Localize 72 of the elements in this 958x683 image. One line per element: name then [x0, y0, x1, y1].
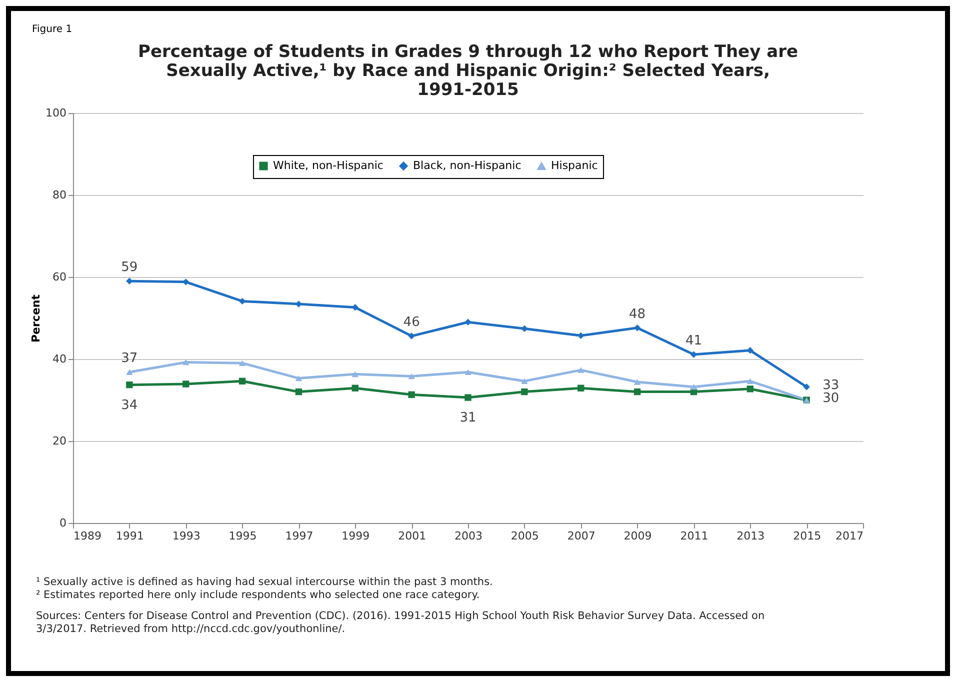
caption: Figure 1: [32, 24, 72, 35]
y-tick-label: 60: [52, 270, 66, 284]
point: [746, 386, 754, 392]
y-tick-label: 100: [46, 106, 66, 120]
data-label: 59: [121, 260, 138, 276]
data-label: 34: [121, 398, 138, 413]
y-axis-title: Percent: [30, 294, 43, 343]
x-tick-label: 2009: [624, 530, 652, 542]
point: [634, 379, 641, 385]
x-tick-label: 1991: [116, 530, 144, 542]
point: [634, 324, 641, 332]
data-label: 48: [629, 306, 646, 322]
x-tick-label: 2003: [454, 530, 482, 542]
x-tick-label: 1993: [172, 530, 200, 542]
point: [690, 384, 698, 390]
x-tick-label: 1999: [342, 530, 370, 542]
point: [126, 369, 133, 376]
x-tick-label: 2015: [793, 530, 822, 542]
point: [521, 325, 528, 332]
point: [521, 378, 528, 384]
x-tick-label: 1989: [74, 530, 102, 542]
point: [126, 381, 133, 388]
source-note: Sources: Centers for Disease Control and Prevention (CDC). (2016). 1991-2015 High School Youth Risk Behavior Survey Data. Accessed on 3/3/2017. Retrieved from http://nccd.cdc.gov/youthonline/.: [36, 610, 766, 636]
text: ¹ Sexually active is defined as having had sexual intercourse within the past 3 months.: [36, 576, 494, 589]
legend-label: Black, non-Hispanic: [413, 158, 522, 172]
x-tick-label: 1997: [285, 530, 314, 542]
point: [126, 278, 133, 284]
point: [238, 378, 246, 384]
x-tick-label: 2011: [680, 530, 708, 542]
point: [182, 380, 190, 388]
data-label: 31: [460, 410, 476, 426]
data-label: 41: [685, 333, 702, 348]
point: [464, 369, 472, 376]
x-tick-label: 2013: [736, 530, 765, 542]
data-label: 46: [403, 315, 420, 330]
chart-title: Percentage of Students in Grades 9 through 12 who Report They are Sexually Active,¹ by Race and Hispanic Origin:² Selected Years, 1991-2015: [138, 42, 798, 100]
point: [578, 384, 584, 392]
y-tick-label: 20: [52, 434, 66, 448]
point: [578, 332, 584, 339]
data-label: 30: [822, 391, 840, 406]
point: [634, 388, 641, 396]
point: [295, 388, 302, 396]
point: [352, 384, 358, 392]
x-tick-label: 1995: [228, 530, 257, 542]
point: [352, 371, 358, 378]
text: ² Estimates reported here only include respondents who selected one race category.: [36, 589, 481, 602]
point: [238, 360, 246, 366]
x-tick-label: 2017: [836, 530, 864, 542]
x-tick-label: 2005: [510, 530, 539, 542]
point: [238, 298, 246, 305]
point: [464, 394, 472, 401]
data-label: 37: [121, 351, 138, 366]
point: [408, 391, 415, 398]
y-tick-label: 80: [52, 188, 66, 202]
point: [182, 359, 190, 366]
data-label: 33: [822, 378, 840, 393]
legend-label: Hispanic: [551, 159, 598, 172]
y-tick-label: 0: [60, 516, 66, 530]
point: [295, 375, 302, 382]
x-tick-label: 2001: [398, 530, 426, 542]
point: [746, 378, 754, 384]
point: [182, 278, 190, 286]
legend-label: White, non-Hispanic: [273, 158, 384, 172]
point: [464, 318, 472, 326]
point: [578, 367, 584, 373]
x-tick-label: 2007: [567, 530, 596, 542]
point: [521, 388, 528, 396]
point: [746, 347, 754, 354]
point: [408, 332, 415, 340]
point: [803, 384, 810, 390]
point: [408, 373, 415, 380]
y-tick-label: 40: [52, 352, 66, 366]
